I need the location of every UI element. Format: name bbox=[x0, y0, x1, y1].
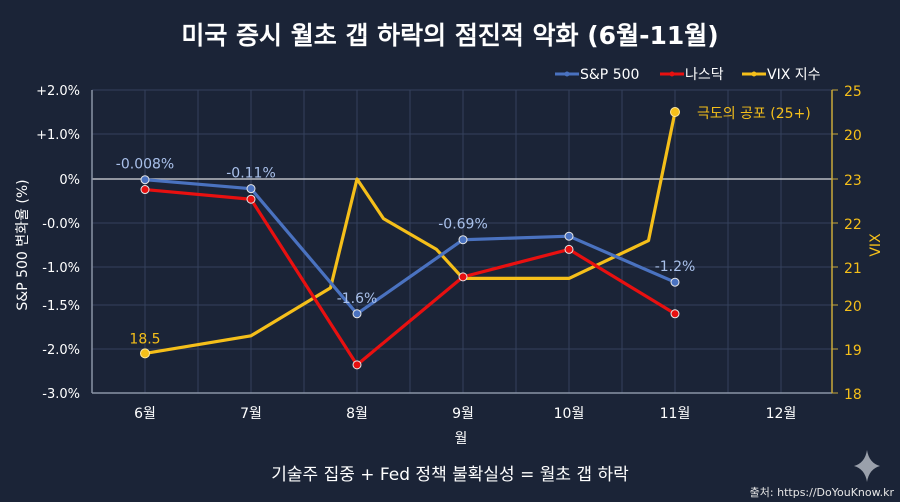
y2-tick-label: 19 bbox=[844, 343, 862, 359]
x-tick-label: 6월 bbox=[134, 406, 156, 422]
axes: +2.0% 25 +1.0% 20 0% 23 -0.0% 22 -1.0% 21 -1.5% 20 -… bbox=[36, 84, 862, 422]
data-label: -0.008% bbox=[116, 157, 174, 173]
y2-axis-label: VIX bbox=[868, 233, 884, 257]
y-axis-label: S&P 500 변화율 (%) bbox=[15, 179, 31, 310]
data-label: -0.11% bbox=[226, 166, 276, 182]
data-point bbox=[458, 272, 468, 282]
series-line-2 bbox=[144, 111, 677, 355]
y2-tick-label: 20 bbox=[844, 299, 862, 315]
data-label: -1.6% bbox=[337, 291, 378, 307]
data-point bbox=[246, 184, 256, 194]
data-point bbox=[458, 235, 468, 245]
legend-marker bbox=[669, 71, 675, 77]
y2-tick-label: 18 bbox=[844, 387, 862, 403]
data-point bbox=[670, 277, 680, 287]
chart-title: 미국 증시 월초 갭 하락의 점진적 악화 (6월-11월) bbox=[181, 21, 718, 50]
data-point bbox=[670, 107, 680, 117]
data-point bbox=[670, 309, 680, 319]
y-tick-label: -3.0% bbox=[42, 387, 80, 402]
x-tick-label: 12월 bbox=[766, 406, 797, 422]
y-tick-label: -0.0% bbox=[42, 217, 80, 232]
y2-tick-label: 22 bbox=[844, 217, 862, 233]
data-point bbox=[140, 348, 150, 359]
y-tick-label: -1.5% bbox=[42, 299, 80, 314]
data-point bbox=[352, 360, 362, 370]
data-point bbox=[140, 185, 150, 195]
x-tick-label: 7월 bbox=[240, 406, 262, 422]
x-tick-label: 11월 bbox=[660, 406, 691, 422]
series-line-1 bbox=[144, 187, 676, 367]
legend-label: VIX 지수 bbox=[767, 67, 821, 83]
x-tick-label: 10월 bbox=[554, 406, 585, 422]
data-point bbox=[140, 175, 150, 185]
data-point bbox=[246, 194, 256, 204]
y-tick-label: 0% bbox=[59, 173, 80, 188]
x-tick-label: 9월 bbox=[452, 406, 474, 422]
grid bbox=[92, 89, 832, 394]
legend-marker bbox=[564, 71, 570, 77]
x-axis-label: 월 bbox=[455, 431, 468, 447]
data-label: -1.2% bbox=[655, 259, 696, 275]
legend-label: S&P 500 bbox=[580, 67, 639, 83]
y2-tick-label: 23 bbox=[844, 173, 862, 189]
legend-label: 나스닥 bbox=[685, 67, 724, 83]
y-tick-label: +2.0% bbox=[36, 84, 80, 99]
data-point bbox=[564, 231, 574, 241]
legend-marker bbox=[751, 71, 757, 77]
chart-subtitle: 기술주 집중 + Fed 정책 불확실성 = 월초 갭 하락 bbox=[271, 465, 629, 485]
legend: S&P 500 나스닥 VIX 지수 bbox=[555, 67, 821, 83]
y2-tick-label: 21 bbox=[844, 261, 862, 277]
y2-tick-label: 20 bbox=[844, 128, 862, 144]
x-tick-label: 8월 bbox=[346, 406, 368, 422]
y-tick-label: -1.0% bbox=[42, 261, 80, 276]
series-line-0 bbox=[144, 178, 676, 316]
y-tick-label: -2.0% bbox=[42, 343, 80, 358]
data-point bbox=[352, 309, 362, 319]
data-label: 18.5 bbox=[129, 331, 160, 347]
y2-tick-label: 25 bbox=[844, 84, 862, 100]
y-tick-label: +1.0% bbox=[36, 128, 80, 143]
source-text: 출처: https://DoYouKnow.kr bbox=[750, 486, 895, 499]
sparkle-icon bbox=[854, 450, 880, 482]
series-layer: 18.5 -0.008% -0.11% -1.6% -0.69% -1.2% 극도의 공포 … bbox=[116, 106, 811, 370]
data-point bbox=[564, 244, 574, 254]
annotation-extreme-fear: 극도의 공포 (25+) bbox=[697, 106, 811, 122]
data-label: -0.69% bbox=[438, 217, 488, 233]
